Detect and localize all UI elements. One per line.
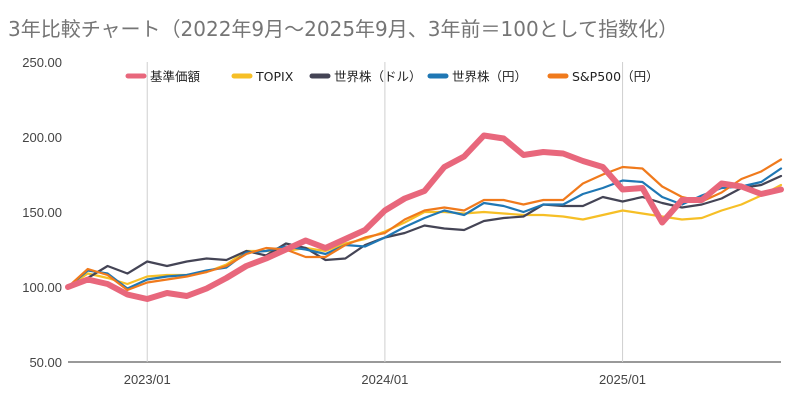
legend-label: 世界株（円） xyxy=(452,69,527,84)
x-tick-label: 2023/01 xyxy=(124,372,171,387)
x-tick-label: 2024/01 xyxy=(361,372,408,387)
legend-label: 基準価額 xyxy=(150,69,201,84)
series-line-3 xyxy=(66,167,783,290)
series-line-0 xyxy=(65,132,784,302)
y-tick-label: 250.00 xyxy=(22,55,62,70)
series-line-2 xyxy=(66,174,783,289)
y-tick-label: 50.00 xyxy=(29,355,62,370)
x-axis-ticks: 2023/01 2024/01 2025/01 xyxy=(124,372,646,387)
x-tick-label: 2025/01 xyxy=(599,372,646,387)
y-axis-ticks: 50.00 100.00 150.00 200.00 250.00 xyxy=(22,55,62,370)
y-tick-label: 200.00 xyxy=(22,130,62,145)
y-tick-label: 150.00 xyxy=(22,205,62,220)
legend-label: S&P500（円） xyxy=(572,69,659,84)
series-lines xyxy=(65,132,784,302)
chart-title: 3年比較チャート（2022年9月～2025年9月、3年前＝100として指数化） xyxy=(8,17,678,41)
series-line-4 xyxy=(66,158,783,292)
legend: 基準価額 TOPIX 世界株（ドル） 世界株（円） S&P500（円） xyxy=(125,69,659,84)
legend-label: 世界株（ドル） xyxy=(334,69,422,84)
y-tick-label: 100.00 xyxy=(22,280,62,295)
legend-label: TOPIX xyxy=(255,69,294,84)
